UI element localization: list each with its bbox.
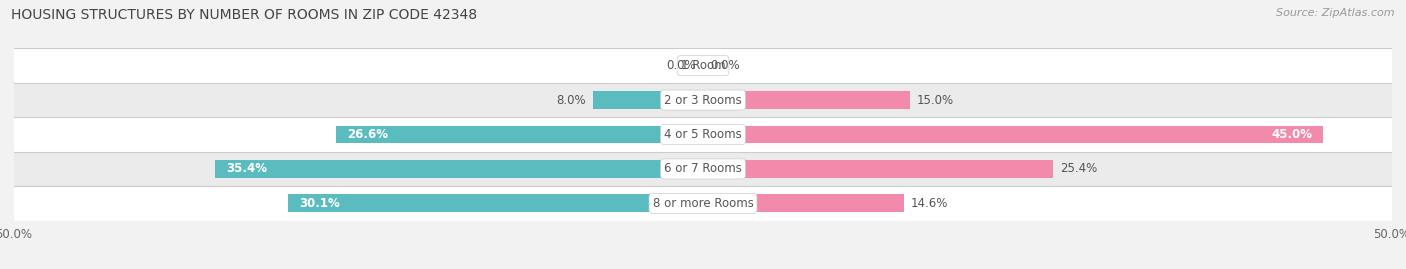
Bar [703, 57, 707, 75]
Text: 8 or more Rooms: 8 or more Rooms [652, 197, 754, 210]
Text: 0.0%: 0.0% [710, 59, 740, 72]
Text: 4 or 5 Rooms: 4 or 5 Rooms [664, 128, 742, 141]
Bar [14, 83, 1392, 117]
Bar [699, 57, 703, 75]
Bar [288, 194, 703, 212]
Bar [215, 160, 703, 178]
Text: Source: ZipAtlas.com: Source: ZipAtlas.com [1277, 8, 1395, 18]
Text: 8.0%: 8.0% [557, 94, 586, 107]
Bar [703, 160, 1053, 178]
Bar [703, 194, 904, 212]
Bar [593, 91, 703, 109]
Bar [703, 126, 1323, 143]
Text: 35.4%: 35.4% [226, 162, 267, 175]
Text: HOUSING STRUCTURES BY NUMBER OF ROOMS IN ZIP CODE 42348: HOUSING STRUCTURES BY NUMBER OF ROOMS IN… [11, 8, 478, 22]
Bar [336, 126, 703, 143]
Text: 15.0%: 15.0% [917, 94, 953, 107]
Bar [703, 91, 910, 109]
Text: 14.6%: 14.6% [911, 197, 949, 210]
Text: 45.0%: 45.0% [1271, 128, 1312, 141]
Bar [14, 117, 1392, 152]
Text: 25.4%: 25.4% [1060, 162, 1097, 175]
Text: 26.6%: 26.6% [347, 128, 388, 141]
Bar [14, 48, 1392, 83]
Text: 6 or 7 Rooms: 6 or 7 Rooms [664, 162, 742, 175]
Bar [14, 186, 1392, 221]
Text: 30.1%: 30.1% [299, 197, 340, 210]
Bar [14, 152, 1392, 186]
Text: 0.0%: 0.0% [666, 59, 696, 72]
Text: 1 Room: 1 Room [681, 59, 725, 72]
Text: 2 or 3 Rooms: 2 or 3 Rooms [664, 94, 742, 107]
